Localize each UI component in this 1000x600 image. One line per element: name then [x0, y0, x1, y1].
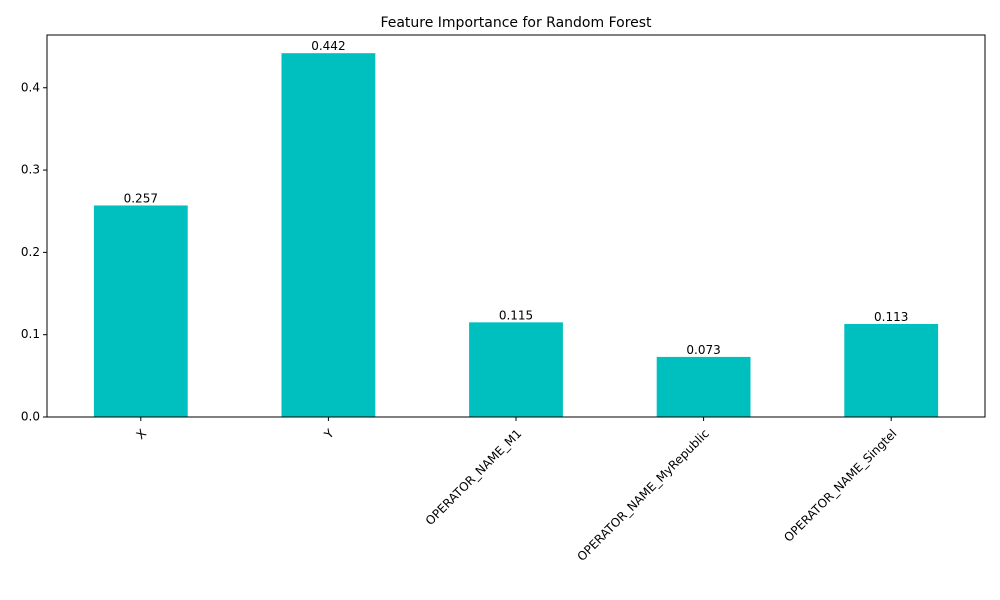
- bar: [93, 205, 188, 417]
- chart-title: Feature Importance for Random Forest: [380, 15, 652, 31]
- bar-value-label: 0.115: [499, 308, 533, 322]
- x-tick-label: X: [133, 426, 149, 442]
- y-tick-label: 0.4: [21, 80, 40, 94]
- bar: [656, 356, 751, 417]
- bar-value-label: 0.073: [686, 343, 720, 357]
- y-tick-label: 0.1: [21, 327, 40, 341]
- y-axis: 0.0 0.1 0.2 0.3 0.4: [21, 80, 47, 424]
- bar: [469, 322, 563, 417]
- x-tick-label: OPERATOR_NAME_M1: [423, 426, 525, 528]
- y-tick-label: 0.3: [21, 163, 40, 177]
- bar-value-label: 0.257: [124, 191, 158, 205]
- bar: [281, 53, 376, 417]
- bars-group: [93, 53, 939, 417]
- y-tick-label: 0.2: [21, 245, 40, 259]
- x-tick-label: OPERATOR_NAME_Singtel: [781, 426, 899, 544]
- x-tick-label: OPERATOR_NAME_MyRepublic: [574, 426, 711, 563]
- bar-labels-group: 0.257 0.442 0.115 0.073 0.113: [124, 39, 909, 357]
- bar-value-label: 0.113: [874, 310, 908, 324]
- x-axis: X Y OPERATOR_NAME_M1 OPERATOR_NAME_MyRepubl…: [133, 417, 900, 564]
- bar-value-label: 0.442: [311, 39, 345, 53]
- x-tick-label: Y: [321, 426, 337, 442]
- bar: [844, 323, 939, 417]
- y-tick-label: 0.0: [21, 410, 40, 424]
